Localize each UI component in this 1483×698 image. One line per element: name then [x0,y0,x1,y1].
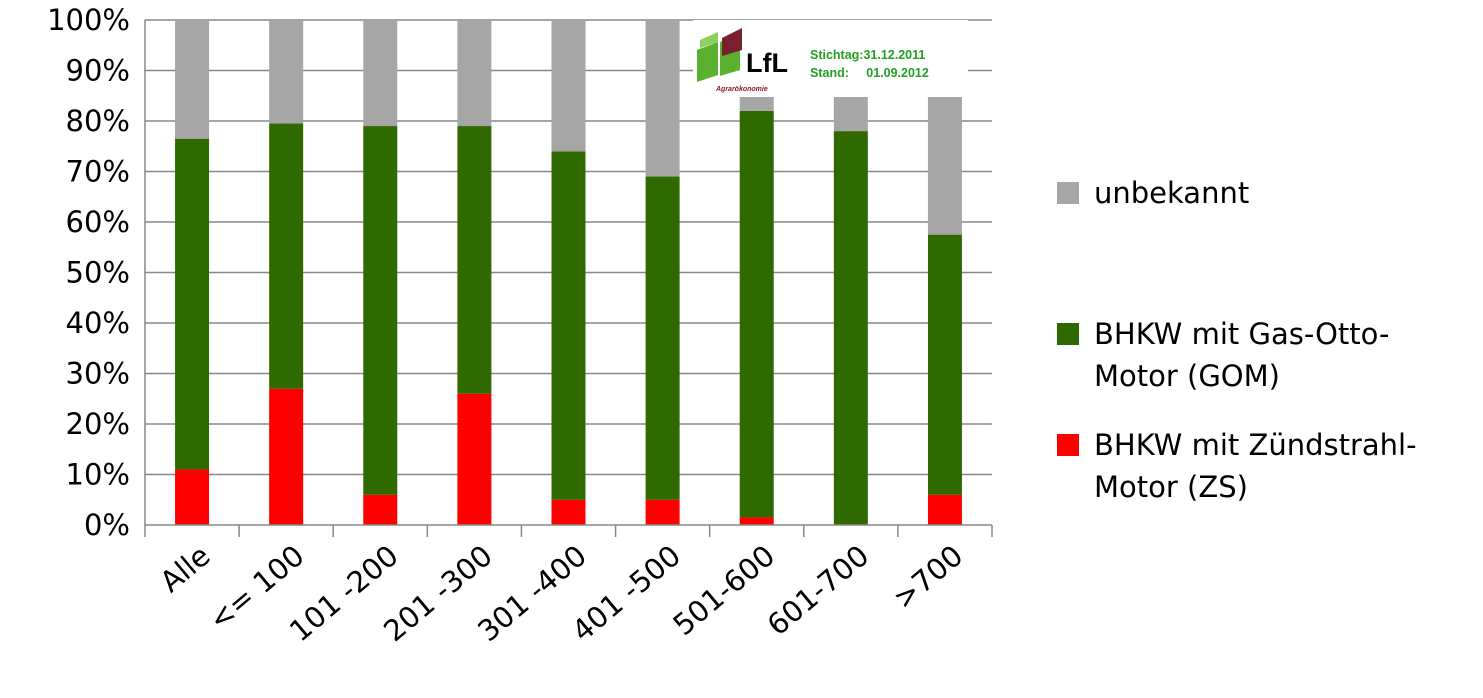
y-tick-label: 100% [47,3,130,37]
bar-segment [269,20,304,124]
legend-swatch [1057,182,1079,204]
bar-segment [927,494,962,525]
lfl-logo-stamp: LfL Agrarökonomie Stichtag:31.12.2011 St… [693,20,968,97]
legend-label: BHKW mit Zündstrahl- [1094,428,1417,462]
bar-segment [363,126,398,495]
y-tick-label: 40% [66,306,130,340]
y-tick-label: 10% [66,458,130,492]
axes [144,20,993,537]
bar-segment [645,176,680,500]
bar-segment [739,517,774,525]
bar-segment [927,234,962,495]
bar-segment [175,20,210,139]
legend-swatch [1057,323,1079,345]
lfl-logo-icon [697,28,742,82]
y-tick-label: 70% [66,155,130,189]
bar-segment [457,393,492,525]
bar-segment [739,110,774,518]
y-tick-label: 0% [84,508,130,542]
x-tick-label: Alle [153,538,216,599]
logo-subtext: Agrarökonomie [715,86,768,93]
bar-segment [457,20,492,127]
bar-segment [833,131,868,525]
bar-segment [551,151,586,500]
bar-segment [551,20,586,152]
stamp-status-line: Stand: 01.09.2012 [810,66,929,80]
bar-segment [175,138,210,470]
stamp-date-line: Stichtag:31.12.2011 [810,48,925,62]
bar-segment [175,469,210,525]
x-tick-label: >700 [887,538,970,615]
x-tick-label: 501-600 [667,538,782,642]
legend: unbekannt BHKW mit Gas-Otto- Motor (GOM) BH… [1057,176,1417,504]
y-tick-label: 50% [66,256,130,290]
x-tick-label: 601-700 [761,538,876,642]
bar-segment [363,494,398,525]
legend-swatch [1057,434,1079,456]
y-tick-label: 20% [66,407,130,441]
bar-segment [645,499,680,525]
legend-label: BHKW mit Gas-Otto- [1094,317,1389,351]
bar-segment [269,388,304,525]
bar-segment [551,499,586,525]
bar-segment [457,126,492,394]
bar-segment [269,123,304,389]
legend-label: unbekannt [1094,176,1249,210]
y-tick-label: 60% [66,205,130,239]
y-tick-labels: 0% 10% 20% 30% 40% 50% 60% 70% 80% 90% 100% [47,3,130,542]
y-tick-label: 30% [66,357,130,391]
legend-label: Motor (GOM) [1094,359,1280,393]
y-tick-label: 80% [66,104,130,138]
bar-segment [363,20,398,127]
legend-label: Motor (ZS) [1094,470,1248,504]
bar-segment [645,20,680,177]
y-tick-label: 90% [66,54,130,88]
logo-text: LfL [746,48,788,78]
